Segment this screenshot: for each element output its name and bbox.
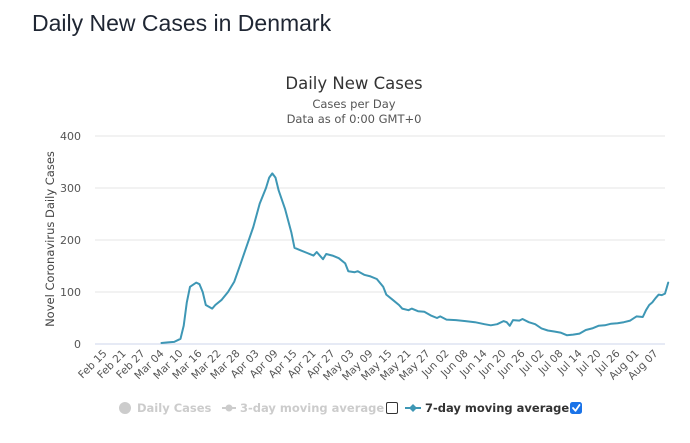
legend-label: Daily Cases xyxy=(137,401,212,415)
legend-item-7-day-moving-average[interactable]: 7-day moving average xyxy=(405,401,569,415)
y-axis-label: Novel Coronavirus Daily Cases xyxy=(43,151,57,327)
legend-marker-circle-icon xyxy=(119,402,131,414)
legend-marker-diamond-icon xyxy=(409,404,417,412)
y-tick-label: 400 xyxy=(60,130,81,143)
series-layer xyxy=(160,172,670,344)
legend-label: 7-day moving average xyxy=(425,401,569,415)
checkmark-icon xyxy=(572,404,581,412)
legend-marker-dot-icon xyxy=(225,404,233,412)
chart-title: Daily New Cases xyxy=(285,74,422,93)
legend-item-daily-cases[interactable]: Daily Cases xyxy=(119,401,212,415)
legend-item-3-day-moving-average[interactable]: 3-day moving average xyxy=(222,401,384,415)
chart-subtitle-date: Data as of 0:00 GMT+0 xyxy=(287,112,422,126)
y-tick-label: 300 xyxy=(60,182,81,195)
gridlines xyxy=(95,135,665,345)
y-tick-label: 200 xyxy=(60,234,81,247)
y-axis-ticks: 0 100 200 300 400 xyxy=(60,130,81,351)
page-title: Daily New Cases in Denmark xyxy=(32,10,332,36)
chart-subtitle: Cases per Day xyxy=(312,97,395,111)
legend: Daily Cases 3-day moving average 7-day mov… xyxy=(119,401,582,415)
checkbox-3-day-moving-average[interactable] xyxy=(386,402,398,414)
legend-label: 3-day moving average xyxy=(240,401,384,415)
y-tick-label: 0 xyxy=(74,338,81,351)
y-tick-label: 100 xyxy=(60,286,81,299)
series-line-7-day-moving-average[interactable] xyxy=(160,172,670,344)
